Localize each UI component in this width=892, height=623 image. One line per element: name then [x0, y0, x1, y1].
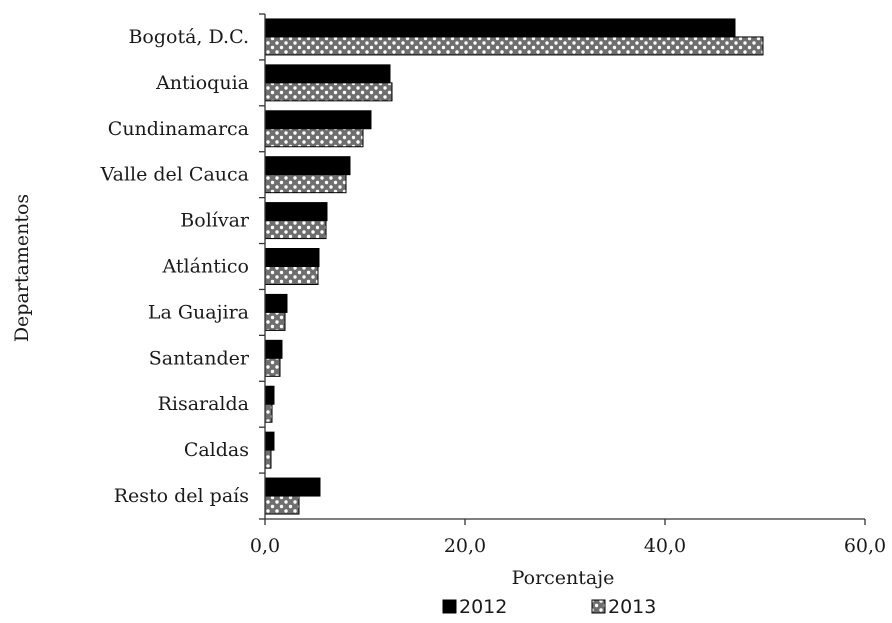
legend-label-2013: 2013 [608, 596, 656, 618]
category-label: Bolívar [180, 210, 250, 232]
x-axis-title: Porcentaje [512, 567, 615, 589]
bar-2012 [264, 202, 328, 222]
bar-2013 [264, 357, 281, 377]
category-label: Risaralda [158, 393, 249, 415]
y-axis-title: Departamentos [11, 194, 33, 342]
bar-2012 [264, 385, 275, 405]
bar-2013 [264, 82, 393, 102]
category-label: Resto del país [114, 485, 249, 507]
category-label: Santander [149, 347, 250, 369]
bar-2013 [264, 311, 286, 331]
category-label: Cundinamarca [108, 118, 249, 140]
category-labels: Bogotá, D.C. Antioquia Cundinamarca Valle d… [100, 26, 250, 507]
bar-2013 [264, 403, 273, 423]
x-tick-label: 0,0 [250, 535, 280, 557]
bar-2013 [264, 36, 764, 56]
bar-2013 [264, 449, 272, 469]
bar-2012 [264, 477, 321, 497]
x-tick-label: 40,0 [644, 535, 686, 557]
category-label: Bogotá, D.C. [128, 26, 249, 48]
category-label: Antioquia [155, 72, 249, 94]
legend-swatch-2013 [591, 599, 606, 614]
category-label: Valle del Cauca [100, 164, 249, 186]
x-tick-label: 20,0 [444, 535, 486, 557]
bar-2012 [264, 431, 275, 451]
bar-2013 [264, 220, 327, 240]
bar-2012 [264, 293, 288, 313]
x-tick-label: 60,0 [844, 535, 886, 557]
bar-2012 [264, 64, 391, 84]
bar-2013 [264, 174, 347, 194]
category-label: Caldas [184, 439, 249, 461]
bar-2013 [264, 266, 319, 285]
bar-2013 [264, 495, 300, 515]
category-label: Atlántico [162, 256, 249, 278]
bar-2012 [264, 18, 736, 38]
legend-swatch-2012 [442, 599, 457, 614]
x-ticks: 0,0 20,0 40,0 60,0 [250, 519, 886, 557]
bar-2012 [264, 339, 283, 359]
bar-2012 [264, 110, 372, 130]
bar-2012 [264, 248, 320, 267]
category-label: La Guajira [148, 301, 249, 323]
legend: 2012 2013 [442, 596, 656, 618]
bar-2012 [264, 156, 351, 176]
y-ticks [259, 13, 265, 520]
bars-layer [264, 18, 764, 515]
legend-label-2012: 2012 [459, 596, 507, 618]
bar-2013 [264, 128, 364, 148]
